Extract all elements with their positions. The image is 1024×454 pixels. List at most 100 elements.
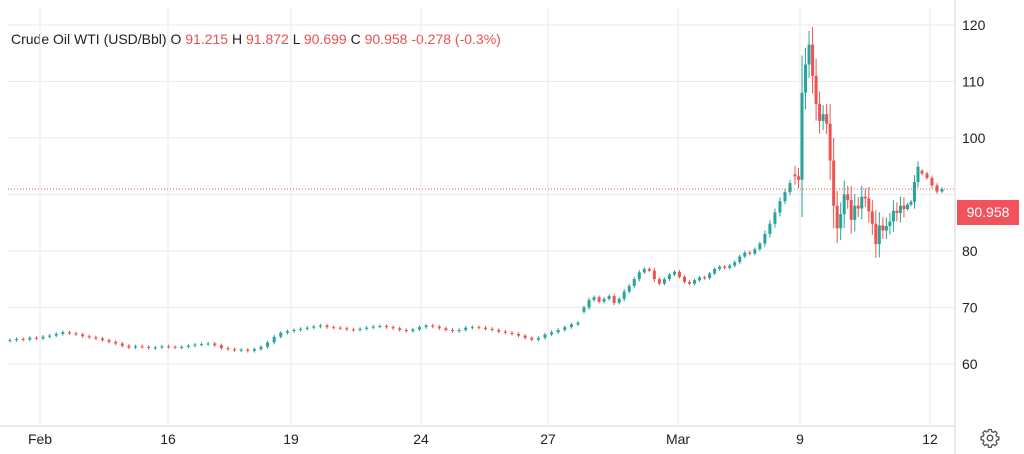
candle-body — [797, 176, 801, 180]
candle-body — [622, 291, 626, 299]
candle-body — [832, 160, 836, 206]
candle-body — [186, 345, 190, 347]
candle-body — [870, 211, 874, 224]
candle-body — [470, 327, 474, 329]
candle-body — [384, 326, 388, 328]
candle-body — [160, 346, 164, 348]
candle-body — [763, 233, 767, 244]
candle-body — [728, 265, 732, 268]
candle-body — [912, 181, 916, 202]
candle-body — [206, 343, 210, 345]
candle-body — [252, 349, 256, 351]
candle-body — [81, 334, 85, 337]
candle-body — [266, 342, 270, 347]
candle-body — [378, 326, 382, 328]
candle-body — [563, 327, 567, 330]
x-tick-label: 9 — [796, 431, 804, 447]
candle-body — [778, 201, 782, 213]
candle-body — [672, 271, 676, 275]
candle-body — [753, 249, 757, 254]
candle-body — [457, 329, 461, 332]
close-label: C — [350, 31, 361, 47]
y-tick-label: 70 — [962, 299, 978, 315]
candle-body — [94, 337, 98, 339]
candle-body — [325, 325, 329, 328]
gear-icon[interactable] — [980, 428, 1000, 448]
candle-body — [839, 214, 843, 229]
candle-body — [877, 225, 881, 245]
x-tick-label: Mar — [666, 431, 690, 447]
candle-body — [733, 262, 737, 266]
candle-body — [718, 266, 722, 269]
candle-body — [424, 325, 428, 328]
candle-body — [437, 326, 441, 329]
candle-body — [87, 336, 91, 338]
open-label: O — [170, 31, 182, 47]
candle-body — [305, 327, 309, 329]
candle-body — [825, 114, 829, 124]
candle-body — [647, 268, 651, 271]
candle-body — [193, 344, 197, 346]
candle-body — [821, 114, 825, 121]
candle-body — [312, 326, 316, 328]
candle-body — [723, 266, 727, 268]
candle-body — [444, 328, 448, 330]
candle-body — [703, 277, 707, 279]
x-tick-label: Feb — [28, 431, 52, 447]
candle-body — [748, 252, 752, 254]
candle-body — [48, 335, 52, 337]
low-value: 90.699 — [303, 31, 347, 47]
candle-body — [768, 223, 772, 234]
candle-body — [627, 285, 631, 292]
candle-body — [34, 337, 38, 339]
last-price-label: 90.958 — [957, 200, 1019, 225]
high-value: 91.872 — [245, 31, 289, 47]
candle-body — [898, 205, 902, 214]
candle-body — [925, 173, 929, 179]
candle-body — [464, 327, 468, 330]
candle-body — [677, 271, 681, 277]
candle-body — [292, 329, 296, 332]
candle-body — [698, 277, 702, 281]
candle-body — [693, 280, 697, 284]
candle-body — [804, 64, 808, 93]
close-value: 90.958 — [364, 31, 408, 47]
candle-body — [358, 328, 362, 330]
candle-body — [120, 343, 124, 346]
candle-body — [657, 279, 661, 284]
candle-body — [153, 347, 157, 349]
candle-body — [523, 335, 527, 338]
candle-body — [773, 212, 777, 224]
candle-body — [856, 205, 860, 209]
candle-body — [637, 272, 641, 280]
candle-body — [345, 328, 349, 330]
candle-body — [713, 268, 717, 274]
candle-body — [818, 104, 822, 121]
candle-body — [530, 337, 534, 340]
x-tick-label: 27 — [540, 431, 556, 447]
candle-body — [114, 341, 118, 344]
candle-body — [867, 198, 871, 212]
candle-body — [642, 268, 646, 273]
candle-body — [259, 346, 263, 350]
candle-body — [28, 337, 32, 340]
candle-body — [916, 166, 920, 182]
candle-body — [543, 334, 547, 338]
candle-body — [652, 270, 656, 280]
candle-body — [800, 92, 804, 180]
candle-body — [602, 298, 606, 302]
candle-body — [793, 174, 797, 177]
candle-body — [21, 339, 25, 341]
open-value: 91.215 — [185, 31, 229, 47]
candle-body — [930, 178, 934, 186]
change-value: -0.278 (-0.3%) — [411, 31, 501, 47]
candle-body — [100, 338, 104, 341]
x-tick-label: 19 — [283, 431, 299, 447]
candle-body — [391, 327, 395, 329]
candle-body — [863, 196, 867, 199]
candle-body — [783, 192, 787, 202]
candle-body — [503, 331, 507, 333]
candle-body — [576, 322, 580, 325]
